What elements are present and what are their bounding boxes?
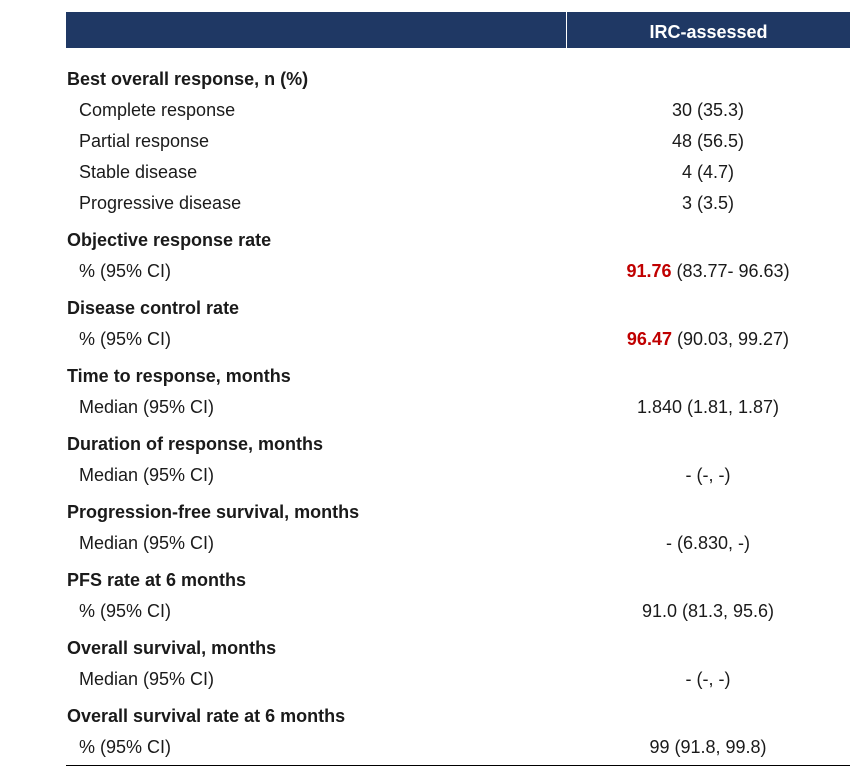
section-heading: PFS rate at 6 months — [66, 565, 850, 596]
table-row: Median (95% CI) - (6.830, -) — [66, 528, 850, 559]
section-heading-label: Progression-free survival, months — [67, 502, 360, 522]
section-heading: Duration of response, months — [66, 429, 850, 460]
header-label-cell — [66, 12, 567, 48]
table-body: Best overall response, n (%) Complete re… — [66, 64, 850, 766]
column-header-irc-assessed: IRC-assessed — [649, 21, 768, 42]
row-label: Progressive disease — [79, 193, 242, 213]
row-value: 91.0 (81.3, 95.6) — [641, 601, 775, 621]
row-value: 48 (56.5) — [671, 131, 745, 151]
table-header: IRC-assessed — [66, 12, 850, 48]
row-value: 99 (91.8, 99.8) — [649, 737, 767, 757]
row-label: % (95% CI) — [79, 601, 172, 621]
row-value: - (6.830, -) — [665, 533, 751, 553]
table-bottom-rule — [66, 765, 850, 766]
row-label: Median (95% CI) — [79, 669, 215, 689]
section-heading: Overall survival, months — [66, 633, 850, 664]
row-label: Median (95% CI) — [79, 465, 215, 485]
table-row: % (95% CI) 91.0 (81.3, 95.6) — [66, 596, 850, 627]
section-heading: Time to response, months — [66, 361, 850, 392]
row-value: 3 (3.5) — [681, 193, 735, 213]
section-heading: Best overall response, n (%) — [66, 64, 850, 95]
row-label: % (95% CI) — [79, 261, 172, 281]
section-heading: Objective response rate — [66, 225, 850, 256]
table-row: Median (95% CI) - (-, -) — [66, 460, 850, 491]
table-row: Stable disease 4 (4.7) — [66, 157, 850, 188]
section-heading: Progression-free survival, months — [66, 497, 850, 528]
row-value: 4 (4.7) — [681, 162, 735, 182]
section-heading-label: Overall survival, months — [67, 638, 277, 658]
section-heading-label: Best overall response, n (%) — [67, 69, 309, 89]
row-value: - (-, -) — [685, 669, 731, 689]
row-value: 30 (35.3) — [671, 100, 745, 120]
table-row: % (95% CI) 91.76 (83.77- 96.63) — [66, 256, 850, 287]
row-value: 1.840 (1.81, 1.87) — [636, 397, 780, 417]
table-row: % (95% CI) 96.47 (90.03, 99.27) — [66, 324, 850, 355]
row-label: Median (95% CI) — [79, 397, 215, 417]
row-value: 96.47 (90.03, 99.27) — [566, 329, 850, 350]
table-row: Complete response 30 (35.3) — [66, 95, 850, 126]
section-heading-label: Objective response rate — [67, 230, 272, 250]
row-label: Median (95% CI) — [79, 533, 215, 553]
row-label: % (95% CI) — [79, 737, 172, 757]
row-value: - (-, -) — [685, 465, 731, 485]
row-label: Partial response — [79, 131, 210, 151]
section-heading: Overall survival rate at 6 months — [66, 701, 850, 732]
row-label: Complete response — [79, 100, 236, 120]
highlighted-value: 91.76 — [626, 261, 672, 281]
table-row: % (95% CI) 99 (91.8, 99.8) — [66, 732, 850, 763]
value-ci: (83.77- 96.63) — [671, 261, 790, 281]
section-heading-label: Time to response, months — [67, 366, 291, 386]
value-ci: (90.03, 99.27) — [671, 329, 790, 349]
row-label: Stable disease — [79, 162, 198, 182]
table-row: Median (95% CI) 1.840 (1.81, 1.87) — [66, 392, 850, 423]
table-row: Progressive disease 3 (3.5) — [66, 188, 850, 219]
highlighted-value: 96.47 — [626, 329, 672, 349]
table-row: Partial response 48 (56.5) — [66, 126, 850, 157]
section-heading: Disease control rate — [66, 293, 850, 324]
section-heading-label: Duration of response, months — [67, 434, 324, 454]
table-row: Median (95% CI) - (-, -) — [66, 664, 850, 695]
row-value: 91.76 (83.77- 96.63) — [566, 261, 850, 282]
section-heading-label: Overall survival rate at 6 months — [67, 706, 346, 726]
section-heading-label: PFS rate at 6 months — [67, 570, 247, 590]
row-label: % (95% CI) — [79, 329, 172, 349]
section-heading-label: Disease control rate — [67, 298, 240, 318]
results-table: IRC-assessed Best overall response, n (%… — [66, 12, 850, 766]
